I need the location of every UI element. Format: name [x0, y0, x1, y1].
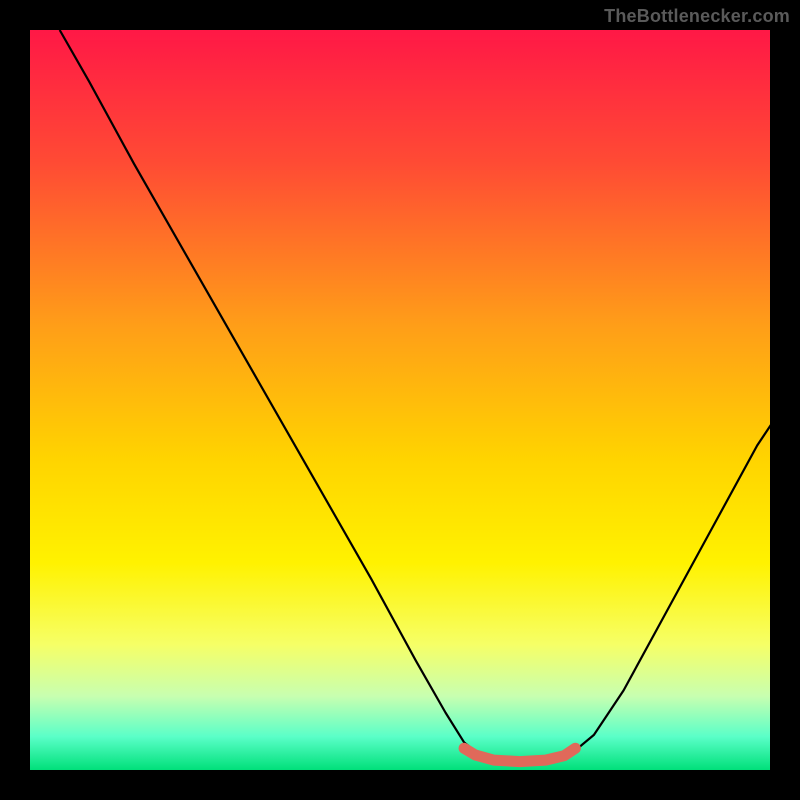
bottleneck-chart [0, 0, 800, 800]
chart-container: TheBottlenecker.com [0, 0, 800, 800]
watermark-text: TheBottlenecker.com [604, 6, 790, 27]
